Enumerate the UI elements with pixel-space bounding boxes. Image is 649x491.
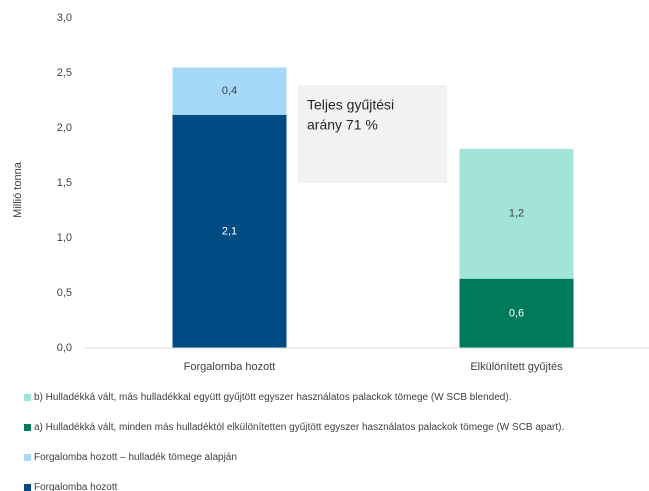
bar-segment [172,114,287,348]
x-tick-label: Forgalomba hozott [184,361,276,373]
legend-swatch [24,424,31,431]
legend-item: a) Hulladékká vált, minden más hulladékt… [24,422,644,434]
data-label: 1,2 [509,208,524,220]
y-tick-label: 0,0 [57,342,72,354]
legend-swatch [24,394,31,401]
bar-segment [172,67,287,115]
y-tick-label: 1,5 [57,177,72,189]
legend-label: Forgalomba hozott – hulladék tömege alap… [34,452,237,463]
y-tick-label: 2,5 [57,67,72,79]
annotation: arány 71 % [307,117,378,133]
legend-item: Forgalomba hozott [24,482,644,491]
legend-swatch [24,454,31,461]
annotation-box [298,85,447,183]
annotation: Teljes gyűjtési [307,97,394,113]
legend-label: Forgalomba hozott [34,482,118,491]
bar-segment [459,278,574,348]
y-tick-label: 2,0 [57,122,72,134]
y-tick-label: 1,0 [57,232,72,244]
y-axis-title: Millió tonna [12,161,24,218]
y-tick-label: 0,5 [57,287,72,299]
data-label: 2,1 [222,225,237,237]
legend-item: Forgalomba hozott – hulladék tömege alap… [24,452,644,464]
bar-segment [459,148,574,279]
y-tick-label: 3,0 [57,12,72,24]
legend-item: b) Hulladékká vált, más hulladékkal együ… [24,392,644,404]
data-label: 0,6 [509,307,524,319]
legend-swatch [24,484,31,491]
x-tick-label: Elkülönített gyűjtés [470,361,563,373]
legend-label: b) Hulladékká vált, más hulladékkal együ… [34,392,512,403]
data-label: 0,4 [222,85,237,97]
legend-label: a) Hulladékká vált, minden más hulladékt… [34,422,565,433]
